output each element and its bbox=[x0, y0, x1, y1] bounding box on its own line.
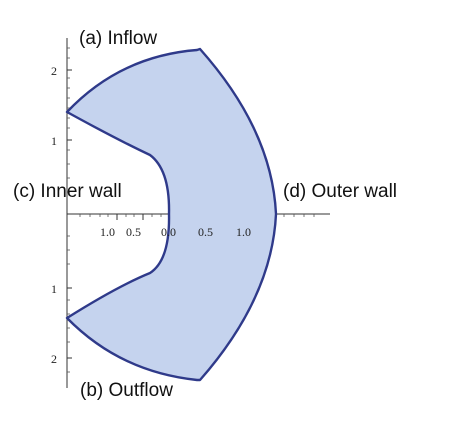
label-outflow: (b) Outflow bbox=[80, 380, 173, 401]
y-tick-label: 1 bbox=[51, 282, 57, 296]
x-tick-label: 1.0 bbox=[100, 225, 115, 239]
label-outer-wall: (d) Outer wall bbox=[283, 181, 397, 202]
label-inner-wall: (c) Inner wall bbox=[13, 181, 122, 202]
y-axis-major-ticks bbox=[67, 69, 72, 359]
x-tick-label: 0.5 bbox=[198, 225, 213, 239]
label-inflow: (a) Inflow bbox=[79, 28, 157, 49]
y-tick-label: 2 bbox=[51, 352, 57, 366]
y-axis-minor-ticks bbox=[67, 47, 70, 373]
y-tick-label: 1 bbox=[51, 134, 57, 148]
y-tick-label: 2 bbox=[51, 64, 57, 78]
flow-domain-region bbox=[65, 47, 278, 382]
x-tick-label: 0.0 bbox=[161, 225, 176, 239]
x-tick-label: 0.5 bbox=[126, 225, 141, 239]
x-tick-label: 1.0 bbox=[236, 225, 251, 239]
